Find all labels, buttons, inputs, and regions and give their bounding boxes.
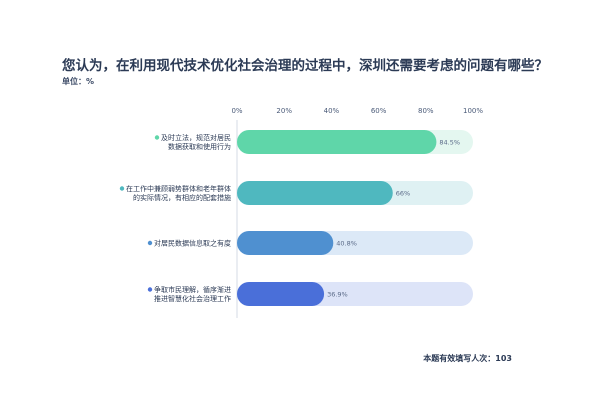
bar-value-label: 84.5% xyxy=(439,139,460,147)
category-bullet-icon xyxy=(119,186,125,191)
category-label: 数据获取和使用行为 xyxy=(168,142,231,151)
bar xyxy=(237,282,325,306)
category-label: 争取市民理解，循序渐进 xyxy=(154,285,231,294)
category-bullet-icon xyxy=(147,240,153,246)
x-tick-label: 20% xyxy=(276,107,292,115)
bar-value-label: 36.9% xyxy=(327,291,348,299)
chart-title: 您认为，在利用现代技术优化社会治理的过程中，深圳还需要考虑的问题有哪些？ xyxy=(62,58,548,74)
bar xyxy=(237,130,437,154)
unit-label: 单位：% xyxy=(62,77,95,86)
bar xyxy=(237,231,334,255)
response-count: 本题有效填写人次：103 xyxy=(423,354,512,363)
category-label: 及时立法，规范对居民 xyxy=(161,133,231,142)
bar xyxy=(237,181,393,205)
category-bullet-icon xyxy=(154,135,160,140)
bar-value-label: 40.8% xyxy=(336,240,357,248)
category-bullet-icon xyxy=(147,287,153,292)
bar-value-label: 66% xyxy=(396,190,410,198)
category-label: 在工作中兼顾弱势群体和老年群体 xyxy=(126,184,231,193)
category-label: 推进智慧化社会治理工作 xyxy=(154,294,231,303)
x-tick-label: 100% xyxy=(463,107,483,115)
category-label: 的实际情况，有相应的配套措施 xyxy=(133,193,231,202)
x-tick-label: 40% xyxy=(324,107,340,115)
x-tick-label: 60% xyxy=(371,107,387,115)
x-tick-label: 80% xyxy=(418,107,434,115)
category-label: 对居民数据信息取之有度 xyxy=(154,239,231,248)
x-tick-label: 0% xyxy=(231,107,242,115)
